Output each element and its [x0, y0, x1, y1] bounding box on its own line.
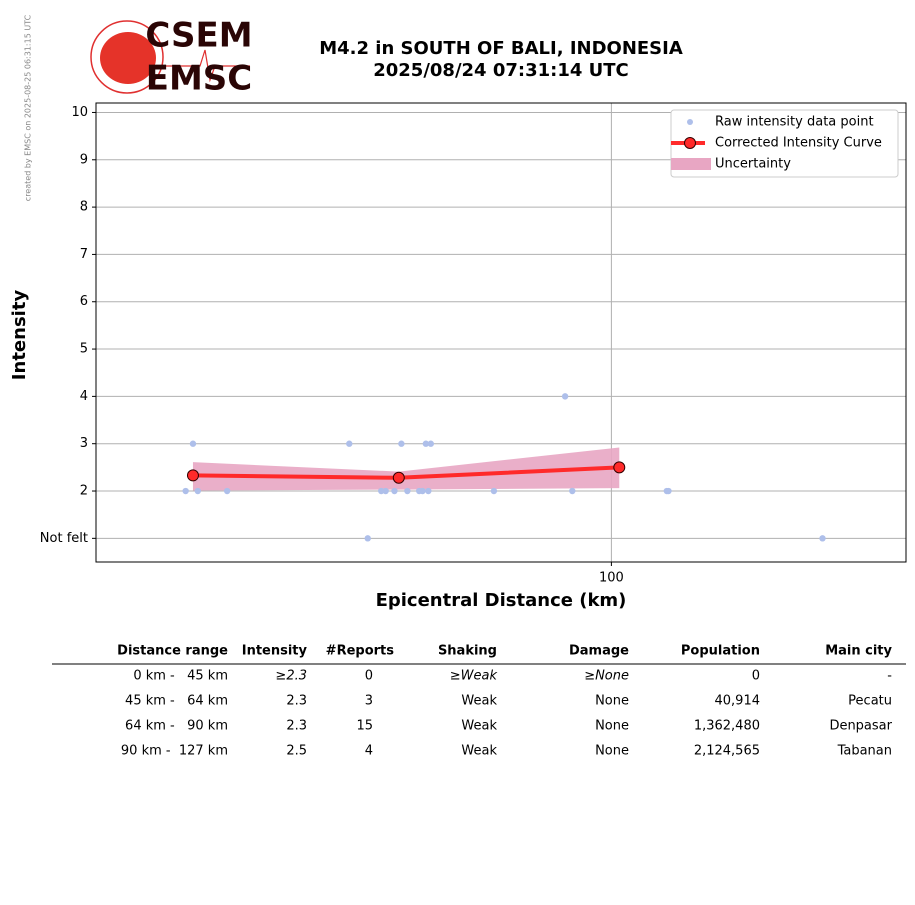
y-tick-label: 3: [80, 436, 88, 451]
summary-table: Distance range Intensity #Reports Shaking Da…: [52, 644, 906, 759]
table-header: Intensity: [242, 644, 308, 659]
table-cell: 3: [365, 694, 373, 709]
raw-point: [398, 440, 405, 447]
raw-point: [382, 487, 389, 495]
table-cell: ≥Weak: [450, 669, 498, 684]
table-cell: 2,124,565: [694, 744, 760, 759]
y-tick-label: Not felt: [40, 531, 88, 546]
y-tick-label: 4: [80, 389, 88, 404]
legend-label: Raw intensity data point: [715, 115, 874, 130]
raw-point: [427, 440, 435, 447]
raw-point: [561, 393, 569, 400]
y-tick-label: 7: [80, 247, 88, 262]
uncertainty-band: [192, 447, 620, 491]
table-cell: Denpasar: [829, 719, 892, 734]
raw-point: [364, 535, 371, 542]
raw-point: [404, 487, 411, 495]
table-cell: 40,914: [715, 694, 761, 709]
legend-label: Uncertainty: [715, 157, 791, 172]
raw-point: [425, 487, 432, 495]
table-cell: -: [887, 669, 892, 684]
curve-marker: [186, 469, 199, 482]
curve-marker: [613, 461, 626, 474]
plot: Not felt 2 3 4 5 6 7 8 9 10 100 Raw intensity data …: [40, 102, 907, 586]
table-header: Distance range: [117, 644, 228, 659]
raw-point: [419, 487, 426, 495]
table-cell: Weak: [461, 719, 497, 734]
table-cell: ≥None: [584, 669, 629, 684]
raw-point: [378, 487, 385, 495]
table-header: #Reports: [326, 644, 395, 659]
raw-point: [182, 487, 189, 495]
raw-point: [665, 487, 672, 495]
raw-point: [569, 487, 576, 495]
table-cell: 45 km - 64 km: [125, 694, 228, 709]
chart-title: M4.2 in SOUTH OF BALI, INDONESIA: [319, 38, 683, 59]
raw-point: [346, 440, 353, 447]
table-cell: 0: [365, 669, 373, 684]
y-tick-label: 6: [80, 294, 88, 309]
curve-marker: [392, 471, 405, 484]
y-tick-label: 2: [80, 484, 88, 499]
raw-point: [490, 487, 498, 495]
table-cell: 0 km - 45 km: [133, 669, 228, 684]
y-axis-label: Intensity: [9, 290, 30, 381]
logo-top: CSEM: [145, 16, 252, 56]
table-cell: Weak: [461, 744, 497, 759]
y-tick-label: 8: [80, 200, 88, 215]
table-cell: 15: [356, 719, 373, 734]
table-cell: 0: [752, 669, 760, 684]
raw-point: [223, 487, 231, 495]
logo-circle: [90, 20, 164, 94]
raw-point: [819, 535, 826, 542]
table-cell: 1,362,480: [694, 719, 760, 734]
y-tick-label: 5: [80, 342, 88, 357]
raw-point: [189, 440, 197, 447]
table-cell: 4: [365, 744, 373, 759]
logo-wave: [160, 49, 250, 83]
logo-globe: [100, 32, 156, 84]
x-axis-label: Epicentral Distance (km): [376, 590, 627, 611]
legend-marker: [687, 119, 693, 125]
legend-marker: [671, 158, 711, 170]
legend-label: Corrected Intensity Curve: [715, 136, 882, 151]
table-cell: 64 km - 90 km: [125, 719, 228, 734]
logo-bottom: EMSC: [146, 59, 253, 99]
table-cell: 2.3: [286, 719, 307, 734]
table-cell: 2.5: [286, 744, 307, 759]
y-tick-label: 9: [80, 152, 88, 167]
side-note: created by EMSC on 2025-08-25 06:31:15 U…: [24, 14, 33, 201]
table-cell: Weak: [461, 694, 497, 709]
table-cell: 2.3: [286, 694, 307, 709]
table-cell: None: [595, 744, 629, 759]
table-cell: Tabanan: [837, 744, 892, 759]
legend-marker: [684, 137, 696, 149]
y-tick-label: 10: [71, 105, 88, 120]
logo: CSEM EMSC: [90, 16, 253, 99]
x-tick-label: 100: [599, 571, 624, 586]
table-cell: None: [595, 694, 629, 709]
table-cell: None: [595, 719, 629, 734]
plot-frame: [95, 102, 907, 563]
table-cell: 90 km - 127 km: [121, 744, 228, 759]
table-cell: Pecatu: [848, 694, 892, 709]
raw-point: [422, 440, 430, 447]
raw-point: [391, 487, 398, 495]
table-header: Damage: [569, 644, 629, 659]
table-header: Main city: [825, 644, 892, 659]
raw-point: [194, 487, 201, 495]
table-header: Population: [681, 644, 760, 659]
table-cell: ≥2.3: [275, 669, 307, 684]
table-header: Shaking: [438, 644, 497, 659]
chart-subtitle: 2025/08/24 07:31:14 UTC: [373, 60, 629, 81]
